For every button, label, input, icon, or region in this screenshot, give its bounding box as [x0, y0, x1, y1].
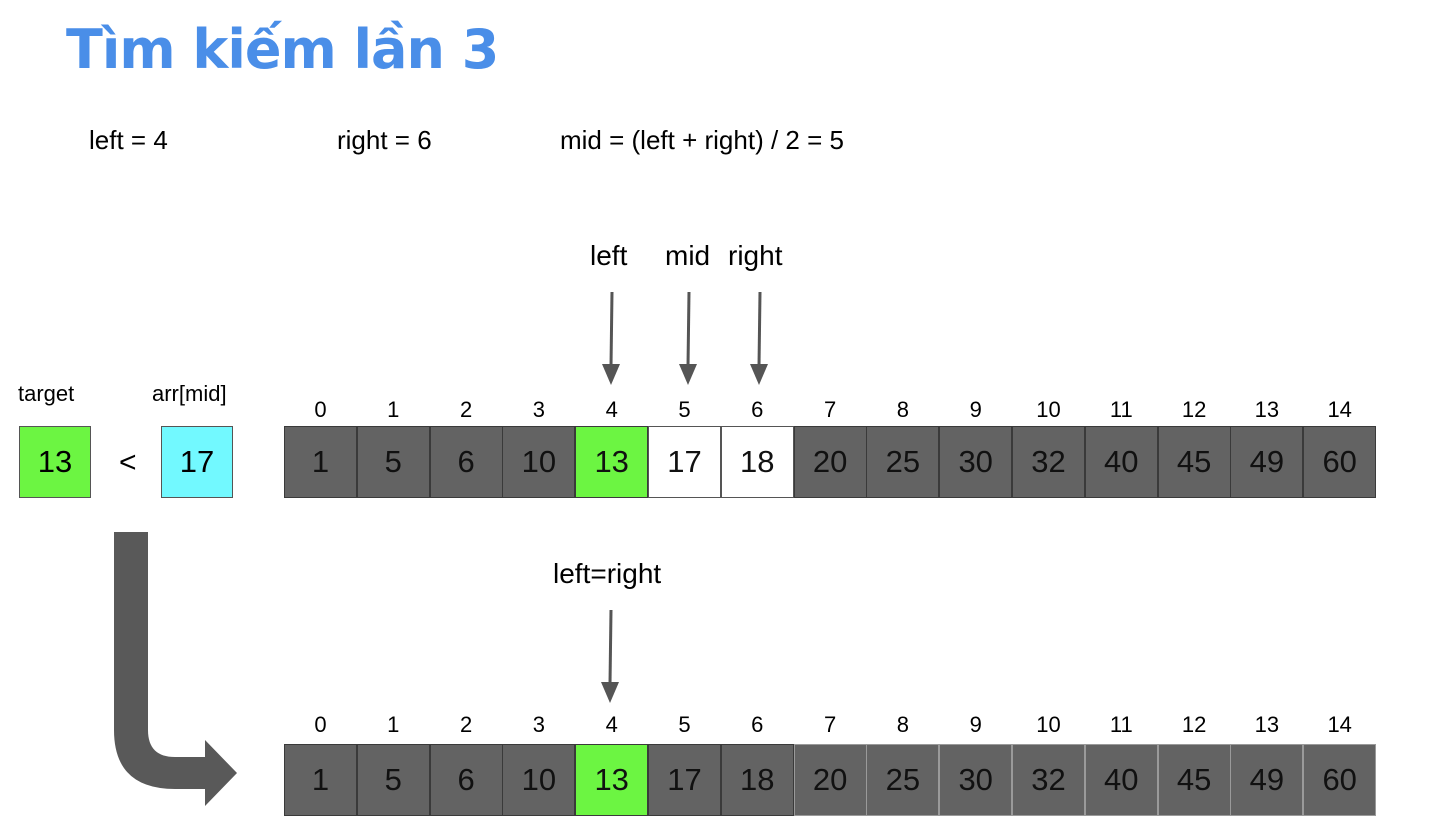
array-index-label: 11 — [1109, 712, 1133, 737]
array-index-label: 7 — [823, 397, 837, 422]
less-than-operator: < — [119, 446, 137, 479]
equation-left: left = 4 — [89, 125, 168, 155]
array-cell: 10 — [502, 426, 576, 498]
array-index-label: 5 — [678, 712, 691, 737]
array-cell: 40 — [1084, 744, 1158, 816]
pointer-label-left-equals-right: left=right — [553, 558, 662, 589]
pointer-arrow-left-equals-right — [601, 609, 619, 703]
array-index-label: 11 — [1109, 397, 1133, 422]
pointer-label-mid: mid — [665, 240, 711, 271]
array-cell: 60 — [1303, 426, 1377, 498]
array-index-label: 13 — [1254, 397, 1280, 422]
array-index-label: 4 — [605, 712, 618, 737]
array-index-label: 2 — [459, 712, 473, 737]
array-index-label: 6 — [751, 712, 764, 737]
array-cell: 6 — [429, 744, 503, 816]
array-cell: 20 — [793, 426, 867, 498]
arr-mid-value-box: 17 — [161, 426, 233, 498]
array-cell: 10 — [502, 744, 576, 816]
array-cell: 18 — [720, 744, 794, 816]
array-cell: 5 — [356, 744, 430, 816]
array-cell: 17 — [648, 744, 721, 816]
array-cell: 32 — [1012, 426, 1085, 498]
arr-mid-label: arr[mid] — [152, 381, 227, 406]
array-cell: 30 — [939, 744, 1013, 816]
array-cell: 45 — [1157, 426, 1231, 498]
array-cell: 18 — [720, 426, 794, 498]
array-index-label: 5 — [678, 397, 691, 422]
array-index-label: 0 — [314, 712, 327, 737]
array-cell: 60 — [1303, 744, 1377, 816]
pointer-arrow-mid — [679, 291, 697, 385]
array-cell: 20 — [793, 744, 867, 816]
array-index-label: 9 — [969, 397, 982, 422]
array-index-label: 1 — [387, 712, 400, 737]
equation-right: right = 6 — [337, 125, 432, 155]
array-cell: 30 — [939, 426, 1013, 498]
array-index-label: 4 — [605, 397, 618, 422]
pointer-arrow-right — [750, 291, 768, 385]
array-cell: 5 — [356, 426, 430, 498]
pointer-arrow-left — [602, 291, 620, 385]
page-title: Tìm kiếm lần 3 — [66, 18, 499, 81]
array-cell: 32 — [1012, 744, 1085, 816]
array-index-label: 12 — [1181, 712, 1207, 737]
array-cell: 25 — [866, 744, 940, 816]
array-index-label: 2 — [459, 397, 473, 422]
target-value-box: 13 — [19, 426, 91, 498]
target-label: target — [18, 381, 75, 406]
array-index-label: 14 — [1327, 712, 1352, 737]
pointer-label-left: left — [590, 240, 628, 271]
array-index-label: 13 — [1254, 712, 1280, 737]
array-cell: 40 — [1084, 426, 1158, 498]
array-cell: 13 — [575, 426, 649, 498]
array-cell: 1 — [284, 426, 357, 498]
array-index-label: 8 — [896, 397, 910, 422]
array-cell: 49 — [1230, 744, 1304, 816]
array-index-label: 12 — [1181, 397, 1207, 422]
array-index-label: 0 — [314, 397, 327, 422]
array-cell: 45 — [1157, 744, 1231, 816]
array-index-label: 3 — [532, 397, 546, 422]
transition-arrow — [114, 532, 237, 806]
array-cell: 25 — [866, 426, 940, 498]
array-cell: 49 — [1230, 426, 1304, 498]
array-index-label: 1 — [387, 397, 400, 422]
array-index-label: 8 — [896, 712, 910, 737]
array-cell: 6 — [429, 426, 503, 498]
array-index-label: 9 — [969, 712, 982, 737]
array-index-label: 7 — [823, 712, 837, 737]
array-index-label: 10 — [1036, 712, 1061, 737]
array-index-label: 14 — [1327, 397, 1352, 422]
array-cell: 13 — [575, 744, 649, 816]
array-index-label: 10 — [1036, 397, 1061, 422]
array-index-label: 6 — [751, 397, 764, 422]
array-cell: 17 — [648, 426, 721, 498]
pointer-label-right: right — [728, 240, 783, 271]
array-index-label: 3 — [532, 712, 546, 737]
array-cell: 1 — [284, 744, 357, 816]
equation-mid: mid = (left + right) / 2 = 5 — [560, 125, 844, 155]
